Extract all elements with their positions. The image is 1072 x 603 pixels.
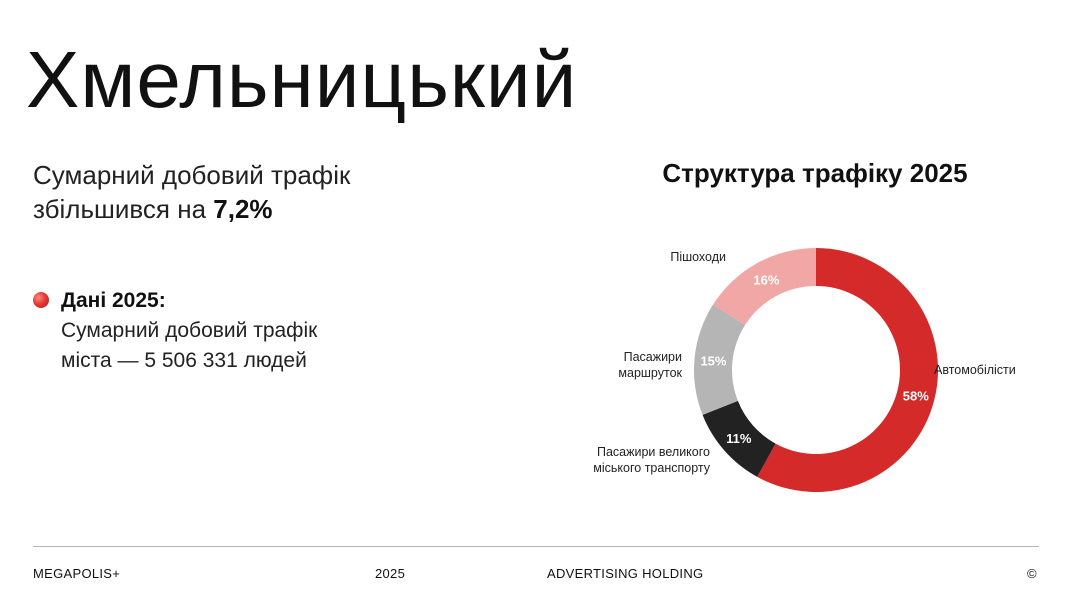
data-line-1: Сумарний добовий трафік [61, 319, 318, 342]
footer-divider [33, 546, 1039, 547]
chart-title: Структура трафіку 2025 [662, 158, 968, 188]
donut-slice-3 [694, 304, 746, 415]
footer-brand: MEGAPOLIS+ [33, 566, 121, 581]
donut-slice-1 [757, 248, 938, 492]
footer-year: 2025 [375, 566, 406, 581]
slice-category-label: Пасажири великого міського транспорту [593, 445, 710, 475]
slice-category-label: Пасажири маршруток [618, 350, 682, 380]
slice-percent-label: 11% [726, 431, 752, 446]
summary-prefix: збільшився на [33, 194, 207, 224]
donut-slice-2 [702, 400, 776, 477]
footer-holding: ADVERTISING HOLDING [547, 566, 704, 581]
data-line-2: міста — 5 506 331 людей [61, 349, 307, 372]
growth-value: 7,2% [213, 194, 273, 224]
traffic-donut-chart: 58% Автомобілісти 11% Пасажири великого місь… [593, 248, 1016, 492]
data-heading: Дані 2025: [61, 289, 166, 312]
slice-percent-label: 15% [700, 353, 726, 368]
summary-line-2: збільшився на 7,2% [33, 192, 350, 226]
slice-percent-label: 16% [753, 273, 779, 288]
slice-category-label: Пішоходи [670, 250, 726, 264]
summary-line-1: Сумарний добовий трафік [33, 160, 351, 190]
page-title: Хмельницький [26, 35, 578, 124]
traffic-summary: Сумарний добовий трафік збільшився на 7,… [33, 158, 350, 226]
red-bullet-icon [33, 292, 49, 308]
slice-percent-label: 58% [903, 389, 929, 404]
donut-slice-4 [712, 248, 816, 325]
data-2025-block: Дані 2025: Сумарний добовий трафік міста… [33, 286, 317, 376]
slice-category-label: Автомобілісти [934, 363, 1016, 377]
footer-copyright: © [1027, 566, 1037, 581]
